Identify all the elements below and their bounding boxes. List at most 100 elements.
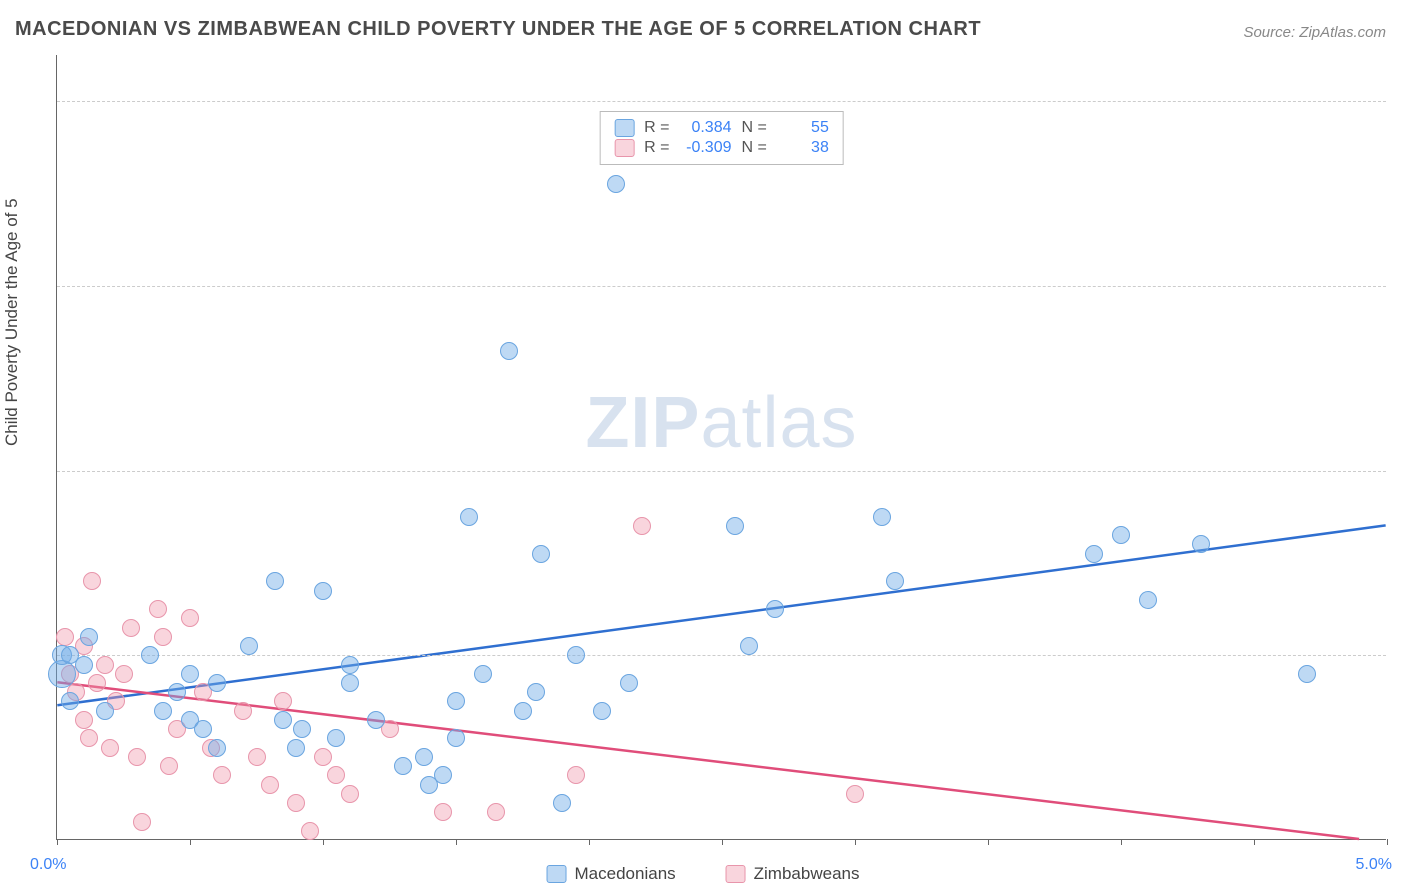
data-point [96,656,114,674]
y-tick-label: 40.0% [1396,462,1406,480]
data-point [274,692,292,710]
plot-area: ZIPatlas R =0.384N =55R =-0.309N =38 20.… [56,55,1386,840]
data-point [115,665,133,683]
x-tick-mark [855,839,856,845]
x-tick-mark [456,839,457,845]
gridline [57,286,1386,287]
r-label: R = [644,119,669,137]
data-point [266,572,284,590]
data-point [1112,526,1130,544]
data-point [1192,535,1210,553]
data-point [740,637,758,655]
data-point [80,628,98,646]
y-axis-label: Child Poverty Under the Age of 5 [2,198,22,446]
y-tick-label: 20.0% [1396,646,1406,664]
legend-label: Macedonians [575,864,676,884]
x-tick-mark [323,839,324,845]
data-point [133,813,151,831]
data-point [141,646,159,664]
data-point [194,720,212,738]
data-point [96,702,114,720]
data-point [56,628,74,646]
data-point [234,702,252,720]
data-point [314,582,332,600]
data-point [846,785,864,803]
stats-row: R =0.384N =55 [614,118,829,138]
data-point [447,729,465,747]
data-point [154,628,172,646]
legend-item: Zimbabweans [726,864,860,884]
trend-line [57,525,1385,705]
data-point [607,175,625,193]
data-point [474,665,492,683]
data-point [766,600,784,618]
data-point [293,720,311,738]
data-point [122,619,140,637]
data-point [633,517,651,535]
chart-container: MACEDONIAN VS ZIMBABWEAN CHILD POVERTY U… [0,0,1406,892]
data-point [75,711,93,729]
data-point [341,656,359,674]
stats-box: R =0.384N =55R =-0.309N =38 [599,111,844,165]
data-point [261,776,279,794]
data-point [500,342,518,360]
x-tick-mark [57,839,58,845]
data-point [487,803,505,821]
data-point [367,711,385,729]
data-point [75,656,93,674]
data-point [208,739,226,757]
data-point [287,739,305,757]
data-point [301,822,319,840]
data-point [873,508,891,526]
data-point [181,609,199,627]
data-point [341,785,359,803]
data-point [327,729,345,747]
data-point [532,545,550,563]
x-tick-mark [1254,839,1255,845]
data-point [208,674,226,692]
data-point [726,517,744,535]
n-value: 55 [777,119,829,137]
data-point [341,674,359,692]
legend-swatch [726,865,746,883]
data-point [160,757,178,775]
data-point [274,711,292,729]
data-point [1298,665,1316,683]
legend: Macedonians Zimbabweans [547,864,860,884]
data-point [394,757,412,775]
x-axis-label-min: 0.0% [30,856,66,874]
data-point [327,766,345,784]
n-value: 38 [777,139,829,157]
r-label: R = [644,139,669,157]
data-point [514,702,532,720]
legend-label: Zimbabweans [754,864,860,884]
data-point [1139,591,1157,609]
data-point [527,683,545,701]
data-point [240,637,258,655]
data-point [434,766,452,784]
data-point [181,665,199,683]
x-tick-mark [589,839,590,845]
r-value: 0.384 [680,119,732,137]
data-point [434,803,452,821]
y-tick-label: 80.0% [1396,92,1406,110]
x-tick-mark [1121,839,1122,845]
data-point [886,572,904,590]
data-point [415,748,433,766]
x-tick-mark [190,839,191,845]
data-point [88,674,106,692]
data-point [83,572,101,590]
chart-title: MACEDONIAN VS ZIMBABWEAN CHILD POVERTY U… [15,18,981,41]
gridline [57,655,1386,656]
x-tick-mark [722,839,723,845]
source-attribution: Source: ZipAtlas.com [1243,24,1386,41]
data-point [553,794,571,812]
legend-item: Macedonians [547,864,676,884]
x-axis-label-max: 5.0% [1356,856,1392,874]
data-point [168,683,186,701]
data-point [460,508,478,526]
data-point [1085,545,1103,563]
y-tick-label: 60.0% [1396,277,1406,295]
gridline [57,101,1386,102]
data-point [213,766,231,784]
